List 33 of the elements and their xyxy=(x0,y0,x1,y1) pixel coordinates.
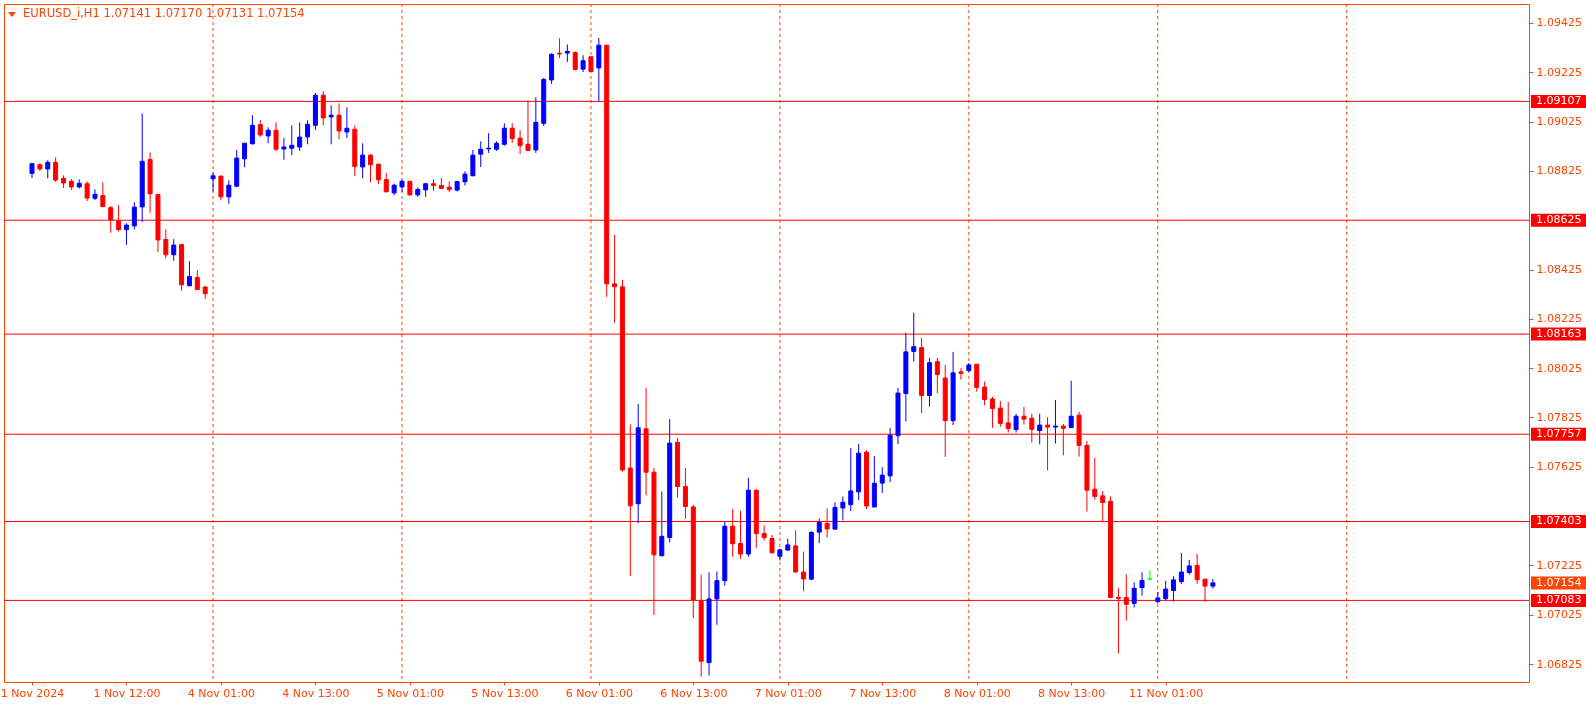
text: 1.07154 xyxy=(1536,575,1582,589)
x-tick-label: 6 Nov 13:00 xyxy=(660,686,728,700)
x-tick-label: 6 Nov 01:00 xyxy=(565,686,633,700)
y-tick-label: 1.08225 xyxy=(1536,312,1582,326)
ref-line-label: 1.09107 xyxy=(1536,94,1582,108)
y-tick-label: 1.09025 xyxy=(1536,115,1582,129)
y-tick-label: 1.08425 xyxy=(1536,263,1582,277)
y-tick-label: 1.08825 xyxy=(1536,164,1582,178)
y-tick-label: 1.07025 xyxy=(1536,608,1582,622)
x-tick-label: 7 Nov 13:00 xyxy=(849,686,917,700)
x-tick-label: 1 Nov 2024 xyxy=(0,686,65,700)
y-tick-label: 1.09225 xyxy=(1536,65,1582,79)
x-tick-label: 8 Nov 01:00 xyxy=(943,686,1011,700)
x-tick-label: 11 Nov 01:00 xyxy=(1129,686,1204,700)
ref-line-label: 1.08163 xyxy=(1536,327,1582,341)
ref-line-label: 1.07083 xyxy=(1536,593,1582,607)
y-tick-label: 1.09425 xyxy=(1536,16,1582,30)
x-tick-label: 4 Nov 01:00 xyxy=(187,686,256,700)
y-tick-label: 1.07825 xyxy=(1536,410,1582,424)
y-tick-label: 1.07225 xyxy=(1536,558,1582,572)
x-tick-label: 5 Nov 13:00 xyxy=(471,686,539,700)
ref-line-label: 1.08625 xyxy=(1536,213,1582,227)
chart-title: EURUSD_i,H1 1.07141 1.07170 1.07131 1.07154 xyxy=(23,6,305,20)
y-tick-label: 1.06825 xyxy=(1536,657,1582,671)
x-tick-label: 4 Nov 13:00 xyxy=(282,686,350,700)
ref-line-label: 1.07403 xyxy=(1536,514,1582,528)
y-tick-label: 1.07625 xyxy=(1536,460,1582,474)
x-tick-label: 1 Nov 12:00 xyxy=(93,686,161,700)
x-tick-label: 5 Nov 01:00 xyxy=(376,686,444,700)
x-tick-label: 7 Nov 01:00 xyxy=(754,686,822,700)
x-tick-label: 8 Nov 13:00 xyxy=(1038,686,1106,700)
ref-line-label: 1.07757 xyxy=(1536,427,1582,441)
y-tick-label: 1.08025 xyxy=(1536,361,1582,375)
